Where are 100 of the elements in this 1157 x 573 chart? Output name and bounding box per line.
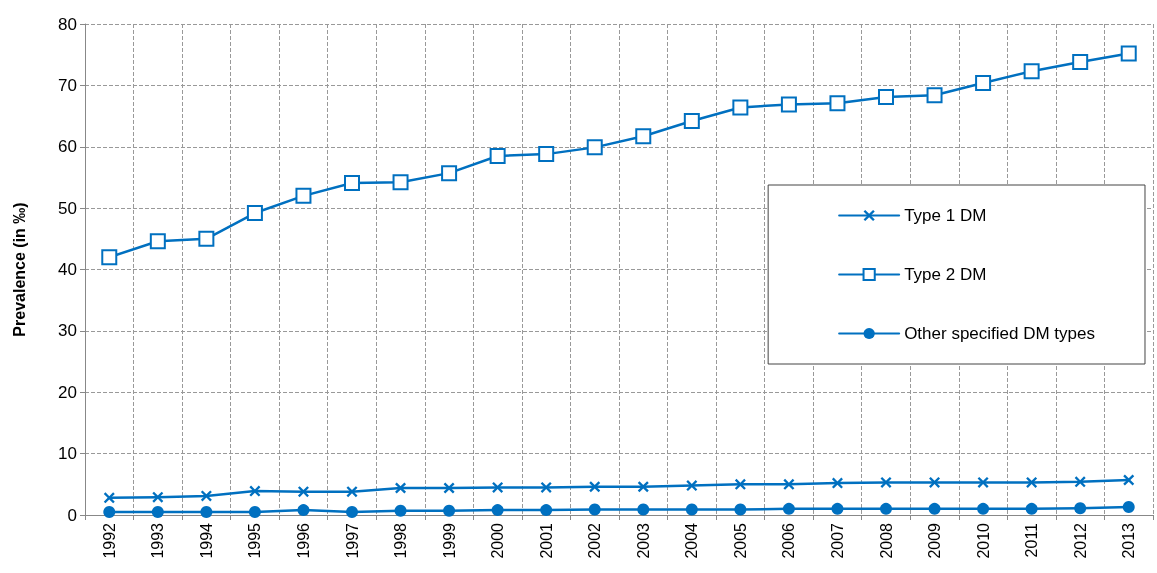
point [346, 505, 358, 518]
x-tick-label: 2013 [1120, 522, 1138, 559]
point [103, 505, 116, 518]
y-tick-label: 60 [58, 137, 77, 157]
point [635, 128, 652, 145]
point [1120, 45, 1137, 62]
point [831, 477, 843, 489]
point [297, 504, 310, 517]
point [392, 174, 409, 191]
y-tick-label: 30 [58, 321, 77, 341]
point [878, 89, 894, 106]
point [831, 502, 844, 515]
x-tick-label: 2009 [926, 522, 944, 559]
x-tick-label: 1998 [392, 522, 410, 559]
point [686, 480, 698, 492]
point [1074, 476, 1086, 488]
point [586, 139, 603, 156]
point [1122, 501, 1135, 514]
point [1123, 474, 1135, 486]
point [443, 504, 456, 517]
point [685, 503, 698, 516]
x-tick-label: 1993 [149, 522, 167, 559]
point [152, 491, 164, 503]
y-tick-label: 20 [58, 382, 77, 402]
x-tick-label: 2006 [780, 522, 798, 559]
point [151, 505, 164, 518]
point [880, 502, 892, 515]
point [249, 485, 261, 497]
point [394, 504, 407, 517]
y-tick-label: 10 [58, 444, 77, 464]
point [492, 481, 504, 493]
point [297, 486, 309, 498]
y-tick-label: 50 [58, 198, 77, 218]
point [1025, 502, 1038, 515]
point [829, 95, 846, 112]
point [103, 492, 115, 504]
point [200, 505, 213, 518]
point [198, 230, 215, 247]
point [734, 503, 747, 516]
x-tick-label: 2000 [489, 522, 507, 559]
point [589, 481, 601, 493]
y-tick-label: 0 [67, 505, 77, 525]
point [248, 505, 261, 518]
point [101, 249, 118, 266]
point [683, 112, 700, 129]
point [443, 482, 455, 494]
point [880, 476, 892, 488]
point [149, 233, 166, 250]
point [540, 504, 553, 517]
point [637, 481, 649, 493]
x-tick-label: 2010 [974, 522, 992, 559]
legend-label: Type 1 DM [904, 206, 987, 225]
point [780, 96, 797, 113]
point [1026, 476, 1038, 488]
y-axis-title: Prevalence (in ‰) [10, 202, 28, 337]
point [538, 146, 555, 163]
point [782, 502, 795, 515]
point [975, 74, 992, 91]
point [732, 99, 749, 116]
x-tick-label: 1996 [294, 522, 312, 559]
point [395, 482, 407, 494]
point [491, 504, 504, 517]
point [588, 503, 601, 516]
point [1023, 63, 1040, 80]
legend-label: Other specified DM types [904, 324, 1096, 343]
point [926, 87, 943, 104]
x-tick-label: 2002 [586, 522, 604, 559]
point [1072, 54, 1089, 71]
x-tick-label: 1999 [440, 522, 458, 559]
point [200, 490, 212, 502]
x-tick-label: 1997 [343, 522, 361, 559]
point [637, 503, 650, 516]
point [928, 502, 941, 515]
point [344, 174, 360, 191]
point [977, 502, 990, 515]
point [246, 205, 263, 222]
y-tick-label: 40 [58, 260, 77, 279]
x-tick-label: 2004 [683, 522, 701, 559]
point [783, 478, 795, 490]
point [929, 476, 941, 488]
x-tick-label: 2003 [634, 522, 652, 559]
x-tick-label: 1992 [100, 522, 118, 559]
legend-label: Type 2 DM [904, 265, 987, 284]
x-tick-label: 2011 [1023, 522, 1041, 558]
x-tick-label: 1994 [197, 522, 215, 559]
x-tick-label: 2005 [731, 522, 749, 559]
point [489, 147, 506, 164]
x-tick-label: 2001 [537, 522, 555, 559]
x-tick-label: 2012 [1071, 522, 1089, 559]
y-tick-label: 70 [58, 75, 77, 95]
point [346, 486, 358, 498]
point [1074, 502, 1087, 515]
point [977, 476, 989, 488]
point [540, 481, 552, 493]
point [441, 165, 458, 182]
y-tick-label: 80 [58, 14, 77, 34]
x-tick-label: 2008 [877, 522, 895, 559]
point [295, 187, 312, 204]
x-tick-label: 1995 [246, 522, 264, 559]
x-tick-label: 2007 [828, 522, 846, 559]
